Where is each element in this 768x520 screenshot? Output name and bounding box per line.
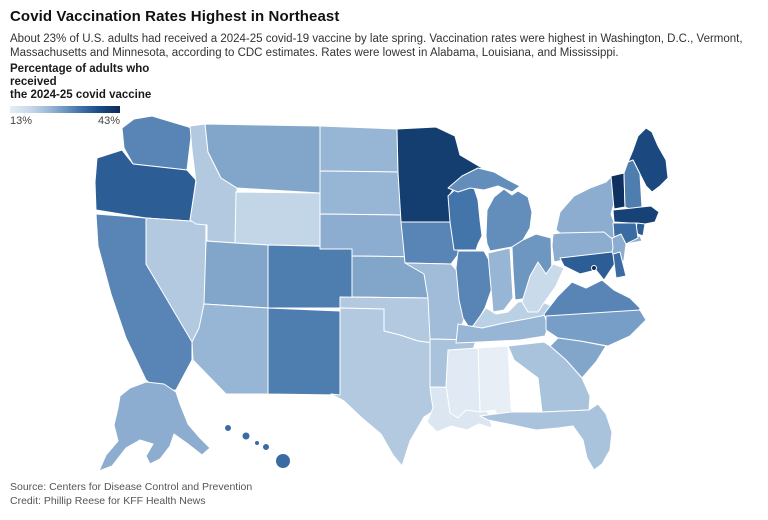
- state-south-dakota[interactable]: [319, 170, 402, 216]
- state-florida[interactable]: [479, 403, 613, 471]
- legend-min-label: 13%: [10, 115, 33, 127]
- chart-title: Covid Vaccination Rates Highest in North…: [10, 8, 340, 25]
- state-hawaii-big-island[interactable]: [275, 453, 291, 469]
- state-hawaii-oahu[interactable]: [241, 431, 251, 441]
- states-group: [94, 115, 669, 472]
- legend-title-line1: Percentage of adults who received: [10, 63, 150, 88]
- state-hawaii-maui[interactable]: [262, 443, 270, 451]
- state-michigan-lower[interactable]: [485, 188, 533, 252]
- state-mississippi[interactable]: [445, 347, 481, 419]
- state-wisconsin[interactable]: [447, 184, 483, 251]
- legend-max-label: 43%: [97, 115, 120, 127]
- source-line: Source: Centers for Disease Control and …: [10, 481, 253, 493]
- state-georgia[interactable]: [507, 341, 591, 413]
- state-new-mexico[interactable]: [267, 307, 341, 396]
- legend-title-line2: the 2024-25 covid vaccine: [10, 89, 152, 101]
- state-indiana[interactable]: [487, 247, 514, 313]
- state-alabama[interactable]: [477, 345, 516, 421]
- state-new-york[interactable]: [555, 175, 627, 242]
- state-colorado[interactable]: [267, 244, 353, 309]
- state-district-of-columbia[interactable]: [591, 265, 597, 271]
- state-washington[interactable]: [121, 115, 193, 171]
- state-alaska[interactable]: [98, 381, 211, 472]
- chart-subtitle: About 23% of U.S. adults had received a …: [10, 33, 743, 59]
- chart-header: Covid Vaccination Rates Highest in North…: [10, 8, 760, 60]
- state-hawaii-kauai[interactable]: [224, 424, 232, 432]
- state-delaware[interactable]: [612, 251, 627, 279]
- state-north-dakota[interactable]: [319, 125, 399, 173]
- state-west-virginia[interactable]: [521, 261, 565, 313]
- state-massachusetts[interactable]: [612, 205, 660, 225]
- color-legend: Percentage of adults who received the 20…: [10, 63, 190, 127]
- chart-footer: Source: Centers for Disease Control and …: [10, 481, 252, 508]
- state-hawaii-molokai[interactable]: [254, 440, 260, 446]
- state-maine[interactable]: [627, 127, 669, 193]
- state-arizona[interactable]: [191, 303, 269, 395]
- state-vermont[interactable]: [610, 172, 626, 210]
- state-new-hampshire[interactable]: [623, 159, 643, 213]
- state-utah[interactable]: [203, 240, 269, 309]
- state-michigan-upper[interactable]: [447, 167, 521, 193]
- state-north-carolina[interactable]: [545, 309, 647, 347]
- credit-line: Credit: Phillip Reese for KFF Health New…: [10, 494, 206, 507]
- legend-gradient-bar: [10, 106, 120, 113]
- state-wyoming[interactable]: [234, 191, 321, 247]
